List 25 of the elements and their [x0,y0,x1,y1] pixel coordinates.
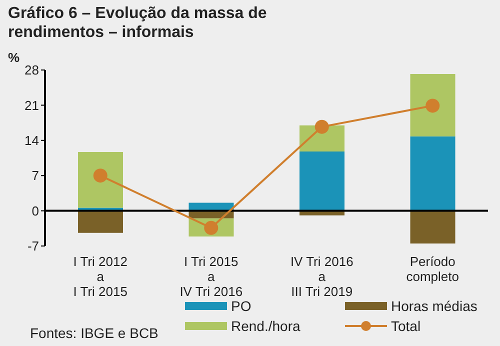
legend-label: PO [231,298,252,314]
y-tick-label: 14 [24,133,39,148]
x-tick-label: I Tri 2015 a IV Tri 2016 [180,254,243,299]
y-tick-label: 0 [32,203,39,218]
point [314,120,329,134]
bar [410,74,456,136]
y-tick-label: 21 [24,98,39,113]
legend-label: Horas médias [391,298,478,314]
y-tick-label: -7 [27,238,39,254]
chart-title: Gráfico 6 – Evolução da massa de rendimentos – informais [8,4,268,42]
x-tick-label: Período completo [406,254,459,284]
text: Fontes: IBGE e BCB [30,325,158,341]
bar [300,151,344,211]
bar [78,210,123,233]
bar [410,136,456,211]
legend-label: Total [391,318,421,334]
point [426,98,440,113]
bar [410,210,456,244]
y-tick-label: 7 [32,168,39,184]
y-tick-label: 28 [24,62,39,78]
legend-label: Rend./hora [231,318,300,334]
y-axis-title: % [8,50,20,65]
x-tick-label: I Tri 2012 a I Tri 2015 [73,254,128,299]
x-tick-label: IV Tri 2016 a III Tri 2019 [290,254,354,299]
bar [78,152,123,208]
